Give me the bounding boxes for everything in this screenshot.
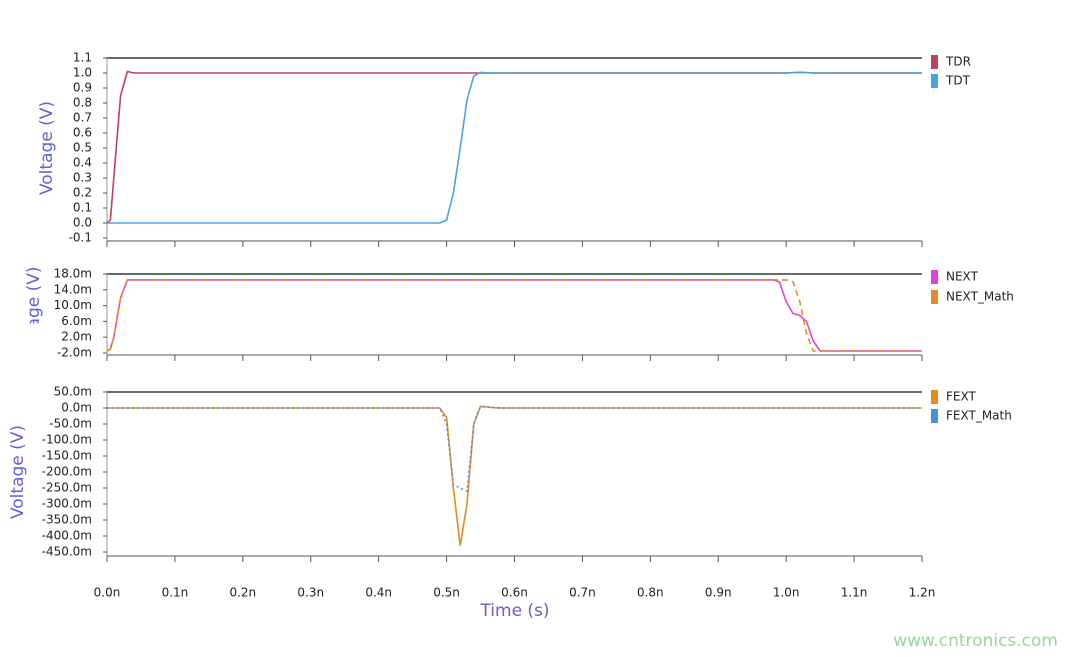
- legend-swatch: [931, 74, 938, 88]
- y-tick-label: 2.0m: [61, 330, 92, 344]
- series-line: [106, 279, 922, 352]
- y-tick-label: 0.0: [73, 216, 92, 230]
- x-tick-label: 0.4n: [365, 586, 392, 600]
- y-tick-label: 0.4: [73, 156, 92, 170]
- y-tick-label: 0.9: [73, 81, 92, 95]
- series-line: [106, 70, 922, 224]
- y-tick-label: 0.0m: [61, 401, 92, 415]
- y-tick-label: -450.0m: [42, 545, 92, 559]
- y-tick-label: 50.0m: [54, 385, 92, 399]
- x-tick-label: 0.5n: [433, 586, 460, 600]
- legend-swatch: [931, 55, 938, 69]
- y-tick-label: -150.0m: [42, 449, 92, 463]
- legend-label: FEXT: [946, 390, 976, 404]
- y-tick-label: -300.0m: [42, 497, 92, 511]
- legend-label: NEXT_Math: [946, 290, 1014, 304]
- y-tick-label: 14.0m: [54, 282, 92, 296]
- y-tick-label: -100.0m: [42, 433, 92, 447]
- y-tick-label: 0.7: [73, 111, 92, 125]
- y-tick-label: -2.0m: [57, 346, 92, 360]
- y-axis-title: Voltage (V): [8, 425, 28, 519]
- x-tick-label: 1.0n: [773, 586, 800, 600]
- y-tick-label: 1.1: [73, 51, 92, 65]
- y-tick-label: 18.0m: [54, 267, 92, 281]
- legend-label: TDT: [945, 74, 971, 88]
- x-tick-label: 1.1n: [841, 586, 868, 600]
- legend-label: TDR: [945, 55, 971, 69]
- y-tick-label: -250.0m: [42, 481, 92, 495]
- y-tick-label: -350.0m: [42, 513, 92, 527]
- y-tick-label: 1.0: [73, 66, 92, 80]
- legend-swatch: [931, 409, 938, 423]
- y-axis-title: Voltage (V): [24, 266, 44, 360]
- legend-label: NEXT: [946, 270, 979, 284]
- x-tick-label: 0.0n: [94, 586, 121, 600]
- watermark: www.cntronics.com: [893, 631, 1058, 651]
- x-tick-label: 0.7n: [569, 586, 596, 600]
- x-tick-label: 0.2n: [229, 586, 256, 600]
- y-tick-label: -200.0m: [42, 465, 92, 479]
- x-tick-label: 0.8n: [637, 586, 664, 600]
- y-tick-label: 0.6: [73, 126, 92, 140]
- x-tick-label: 0.3n: [297, 586, 324, 600]
- y-tick-label: 0.1: [73, 201, 92, 215]
- legend-swatch: [931, 390, 938, 404]
- y-axis-title: Voltage (V): [37, 101, 57, 195]
- y-tick-label: -400.0m: [42, 529, 92, 543]
- legend-swatch: [931, 290, 938, 304]
- y-tick-label: 0.2: [73, 186, 92, 200]
- x-axis-title: Time (s): [479, 601, 549, 621]
- legend-swatch: [931, 270, 938, 284]
- y-tick-label: -50.0m: [49, 417, 92, 431]
- y-tick-label: 0.8: [73, 96, 92, 110]
- x-tick-label: 0.9n: [705, 586, 732, 600]
- x-tick-label: 1.2n: [909, 586, 936, 600]
- x-tick-label: 0.6n: [501, 586, 528, 600]
- x-tick-label: 0.1n: [162, 586, 189, 600]
- series-line: [107, 405, 922, 546]
- y-tick-label: 0.3: [73, 171, 92, 185]
- series-line: [107, 71, 922, 224]
- y-tick-label: -0.1: [69, 231, 92, 245]
- series-line: [107, 405, 922, 493]
- y-tick-label: 0.5: [73, 141, 92, 155]
- y-tick-label: 10.0m: [54, 298, 92, 312]
- legend-label: FEXT_Math: [946, 409, 1012, 423]
- y-tick-label: 6.0m: [61, 314, 92, 328]
